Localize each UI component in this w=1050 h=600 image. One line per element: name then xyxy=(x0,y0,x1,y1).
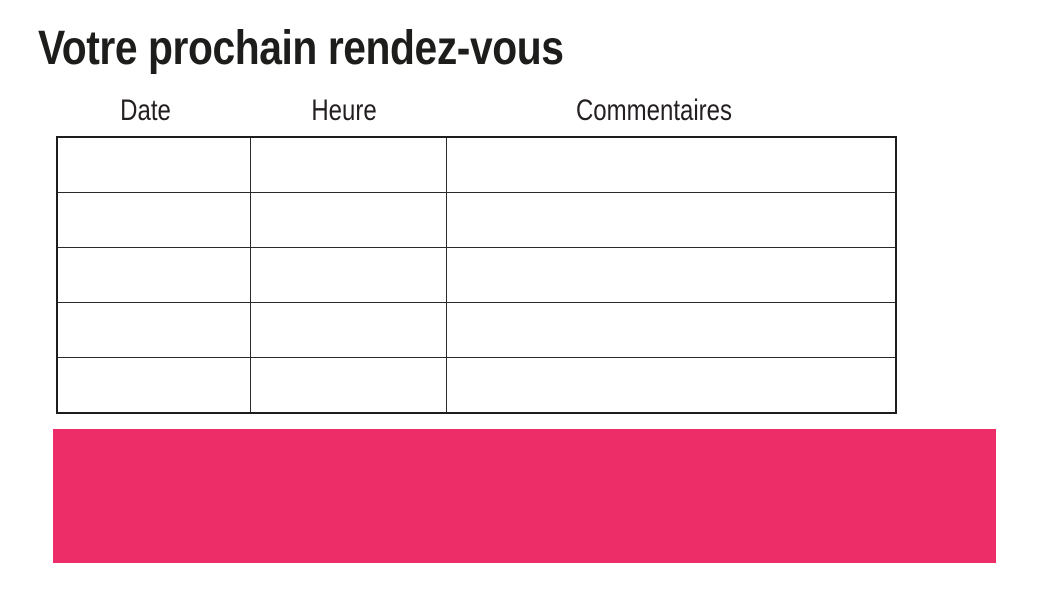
column-header-heure: Heure xyxy=(311,94,377,127)
table-cell-commentaires xyxy=(445,247,897,303)
table-cell-heure xyxy=(249,136,447,193)
table-cell-date xyxy=(56,247,251,303)
table-cell-date xyxy=(56,357,251,414)
table-cell-commentaires xyxy=(445,192,897,248)
table-cell-heure xyxy=(249,192,447,248)
table-cell-commentaires xyxy=(445,357,897,414)
column-header-date: Date xyxy=(120,94,171,127)
table-cell-heure xyxy=(249,247,447,303)
table-header-row: Date Heure Commentaires xyxy=(56,92,895,130)
column-header-commentaires: Commentaires xyxy=(575,94,733,127)
table-row xyxy=(56,136,897,193)
table-cell-date xyxy=(56,192,251,248)
table-row xyxy=(56,302,897,358)
page-title: Votre prochain rendez-vous xyxy=(38,22,564,75)
table-row xyxy=(56,357,897,414)
table-cell-commentaires xyxy=(445,302,897,358)
table-cell-date xyxy=(56,302,251,358)
table-cell-heure xyxy=(249,302,447,358)
appointments-table xyxy=(56,136,897,414)
table-row xyxy=(56,192,897,248)
table-cell-heure xyxy=(249,357,447,414)
table-cell-commentaires xyxy=(445,136,897,193)
table-cell-date xyxy=(56,136,251,193)
pink-banner xyxy=(53,429,996,563)
table-row xyxy=(56,247,897,303)
